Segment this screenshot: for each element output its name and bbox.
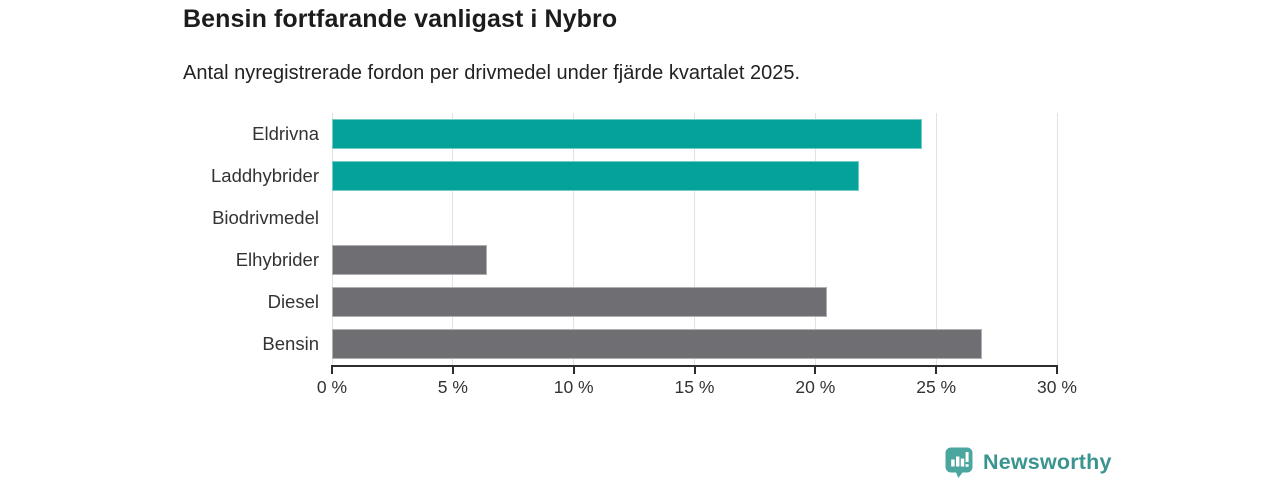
- x-axis-tick-label-5: 5 %: [437, 377, 468, 397]
- category-label-biodrivmedel: Biodrivmedel: [212, 207, 319, 228]
- x-axis-tick-label-30: 30 %: [1037, 377, 1077, 397]
- newsworthy-logo: Newsworthy: [944, 446, 1112, 479]
- newsworthy-logo-text: Newsworthy: [983, 450, 1112, 474]
- bar-laddhybrider: [332, 161, 859, 191]
- x-axis-tick-25: [935, 365, 938, 374]
- x-axis-tick-15: [693, 365, 696, 374]
- x-axis-tick-20: [814, 365, 817, 374]
- x-axis-tick-label-20: 20 %: [795, 377, 836, 397]
- category-label-eldrivna: Eldrivna: [252, 123, 319, 144]
- plot-area: 0 % 5 % 10 % 15 % 20 % 25 % 30 % Eldrivna Laddhy…: [211, 113, 1077, 397]
- category-label-bensin: Bensin: [262, 333, 319, 354]
- category-label-laddhybrider: Laddhybrider: [211, 165, 319, 186]
- x-axis-tick-label-15: 15 %: [674, 377, 715, 397]
- bar-elhybrider: [332, 245, 487, 275]
- x-axis-tick-5: [451, 365, 454, 374]
- gridline-5: [452, 113, 454, 365]
- x-axis-tick-30: [1056, 365, 1058, 374]
- x-axis-tick-label-25: 25 %: [916, 377, 957, 397]
- gridline-25: [935, 113, 937, 365]
- category-label-diesel: Diesel: [267, 291, 319, 312]
- bar-bensin: [332, 329, 983, 359]
- x-axis-tick-10: [572, 365, 575, 374]
- bar-eldrivna: [332, 119, 922, 149]
- category-label-elhybrider: Elhybrider: [235, 249, 319, 270]
- gridline-20: [814, 113, 816, 365]
- bar-diesel: [332, 287, 828, 317]
- gridline-15: [694, 113, 695, 365]
- chart-subtitle: Antal nyregistrerade fordon per drivmede…: [183, 62, 801, 84]
- x-axis-tick-label-10: 10 %: [553, 377, 594, 397]
- gridline-10: [573, 113, 575, 365]
- chart-title: Bensin fortfarande vanligast i Nybro: [183, 5, 618, 33]
- x-axis-tick-0: [331, 365, 333, 374]
- x-axis-tick-label-0: 0 %: [316, 377, 348, 397]
- gridline-0: [331, 113, 333, 365]
- newsworthy-logo-icon: [944, 446, 974, 479]
- gridline-30: [1056, 113, 1058, 365]
